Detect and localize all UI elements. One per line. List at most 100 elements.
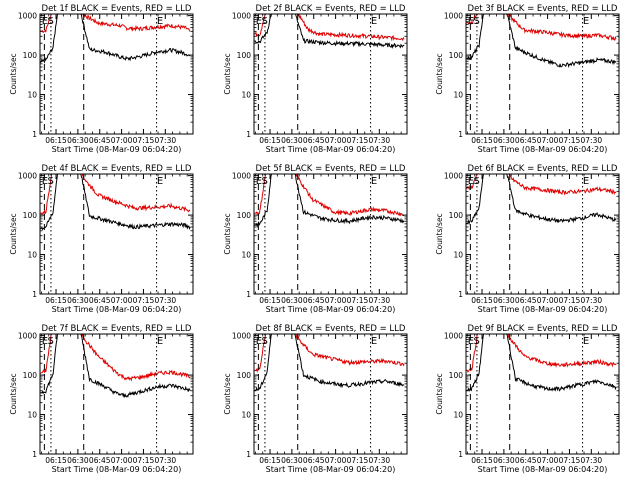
plot-frame bbox=[465, 333, 620, 455]
x-tick-label: 06:15 bbox=[471, 136, 493, 145]
y-tick-label: 100 bbox=[449, 371, 464, 380]
marker-label: E bbox=[42, 16, 48, 27]
x-axis-label: Start Time (08-Mar-09 06:04:20) bbox=[266, 145, 396, 154]
events-series-line bbox=[40, 334, 191, 399]
x-tick-label: 07:15 bbox=[559, 136, 581, 145]
events-series-line bbox=[466, 14, 617, 69]
y-axis-label: Counts/sec bbox=[9, 53, 18, 94]
panel-title: Det 9f BLACK = Events, RED = LLD bbox=[468, 324, 618, 334]
x-tick-label: 07:00 bbox=[111, 456, 133, 465]
y-tick-label: 1000 bbox=[232, 12, 251, 21]
x-tick-label: 07:00 bbox=[537, 136, 559, 145]
panel-title: Det 3f BLACK = Events, RED = LLD bbox=[468, 4, 618, 14]
marker-label: E bbox=[468, 336, 474, 347]
lld-series-line bbox=[40, 14, 191, 34]
x-tick-label: 06:45 bbox=[515, 296, 537, 305]
plot-frame bbox=[465, 173, 620, 295]
x-axis-label: Start Time (08-Mar-09 06:04:20) bbox=[52, 305, 182, 314]
x-tick-label: 06:45 bbox=[303, 456, 325, 465]
plot-frame bbox=[253, 333, 408, 455]
x-tick-label: 06:15 bbox=[259, 456, 281, 465]
x-tick-label: 07:00 bbox=[111, 136, 133, 145]
y-axis-label: Counts/sec bbox=[223, 373, 232, 414]
marker-label: E bbox=[256, 176, 262, 187]
events-series-line bbox=[254, 174, 405, 229]
marker-label: S bbox=[48, 16, 54, 27]
x-tick-label: 07:15 bbox=[559, 296, 581, 305]
x-axis-label: Start Time (08-Mar-09 06:04:20) bbox=[478, 305, 608, 314]
y-tick-label: 100 bbox=[449, 211, 464, 220]
marker-label: S bbox=[474, 176, 480, 187]
lld-series-line bbox=[40, 174, 191, 216]
x-tick-label: 07:15 bbox=[559, 456, 581, 465]
y-tick-label: 1 bbox=[246, 130, 251, 139]
y-tick-label: 10 bbox=[241, 411, 251, 420]
x-tick-label: 07:00 bbox=[325, 296, 347, 305]
y-axis-label: Counts/sec bbox=[435, 53, 444, 94]
y-tick-label: 1000 bbox=[444, 332, 463, 341]
marker-label: E bbox=[42, 176, 48, 187]
lld-series-line bbox=[254, 174, 405, 217]
plot-frame bbox=[253, 13, 408, 135]
x-tick-label: 06:15 bbox=[259, 296, 281, 305]
events-series-line bbox=[254, 14, 405, 49]
y-tick-label: 100 bbox=[23, 51, 38, 60]
events-series-line bbox=[40, 174, 191, 231]
y-tick-label: 1000 bbox=[232, 332, 251, 341]
x-tick-label: 06:45 bbox=[303, 136, 325, 145]
y-tick-label: 1000 bbox=[18, 172, 37, 181]
y-tick-label: 10 bbox=[453, 411, 463, 420]
events-series-line bbox=[466, 174, 617, 225]
x-axis-label: Start Time (08-Mar-09 06:04:20) bbox=[52, 145, 182, 154]
marker-label: E bbox=[256, 336, 262, 347]
x-tick-label: 06:45 bbox=[89, 296, 111, 305]
y-axis-label: Counts/sec bbox=[435, 373, 444, 414]
x-axis-label: Start Time (08-Mar-09 06:04:20) bbox=[266, 465, 396, 474]
panel-title: Det 8f BLACK = Events, RED = LLD bbox=[256, 324, 406, 334]
x-tick-label: 07:00 bbox=[537, 296, 559, 305]
x-axis-label: Start Time (08-Mar-09 06:04:20) bbox=[478, 145, 608, 154]
x-axis-label: Start Time (08-Mar-09 06:04:20) bbox=[52, 465, 182, 474]
panel-title: Det 6f BLACK = Events, RED = LLD bbox=[468, 164, 618, 174]
y-axis-label: Counts/sec bbox=[9, 373, 18, 414]
plot-frame bbox=[39, 13, 194, 135]
x-tick-label: 06:30 bbox=[281, 136, 303, 145]
y-tick-label: 1 bbox=[458, 130, 463, 139]
x-tick-label: 06:30 bbox=[67, 456, 89, 465]
plot-frame bbox=[39, 333, 194, 455]
events-series-line bbox=[254, 334, 405, 392]
y-axis-label: Counts/sec bbox=[223, 213, 232, 254]
marker-label: E bbox=[42, 336, 48, 347]
marker-label: E bbox=[468, 16, 474, 27]
y-tick-label: 10 bbox=[241, 251, 251, 260]
y-tick-label: 100 bbox=[23, 371, 38, 380]
x-tick-label: 06:15 bbox=[45, 456, 67, 465]
marker-label: E bbox=[371, 16, 377, 27]
y-tick-label: 1000 bbox=[444, 172, 463, 181]
y-tick-label: 1000 bbox=[18, 12, 37, 21]
panel-title: Det 5f BLACK = Events, RED = LLD bbox=[256, 164, 406, 174]
y-tick-label: 1 bbox=[32, 130, 37, 139]
marker-label: S bbox=[48, 176, 54, 187]
panel-title: Det 2f BLACK = Events, RED = LLD bbox=[256, 4, 406, 14]
marker-label: E bbox=[157, 16, 163, 27]
x-tick-label: 06:30 bbox=[281, 296, 303, 305]
y-axis-label: Counts/sec bbox=[223, 53, 232, 94]
y-tick-label: 100 bbox=[23, 211, 38, 220]
x-tick-label: 07:30 bbox=[155, 136, 177, 145]
marker-label: E bbox=[371, 336, 377, 347]
x-tick-label: 07:30 bbox=[369, 136, 391, 145]
y-axis-label: Counts/sec bbox=[9, 213, 18, 254]
x-tick-label: 06:30 bbox=[281, 456, 303, 465]
y-tick-label: 1000 bbox=[18, 332, 37, 341]
y-tick-label: 1 bbox=[32, 450, 37, 459]
x-tick-label: 06:45 bbox=[89, 136, 111, 145]
x-tick-label: 06:30 bbox=[67, 136, 89, 145]
x-tick-label: 07:30 bbox=[369, 296, 391, 305]
